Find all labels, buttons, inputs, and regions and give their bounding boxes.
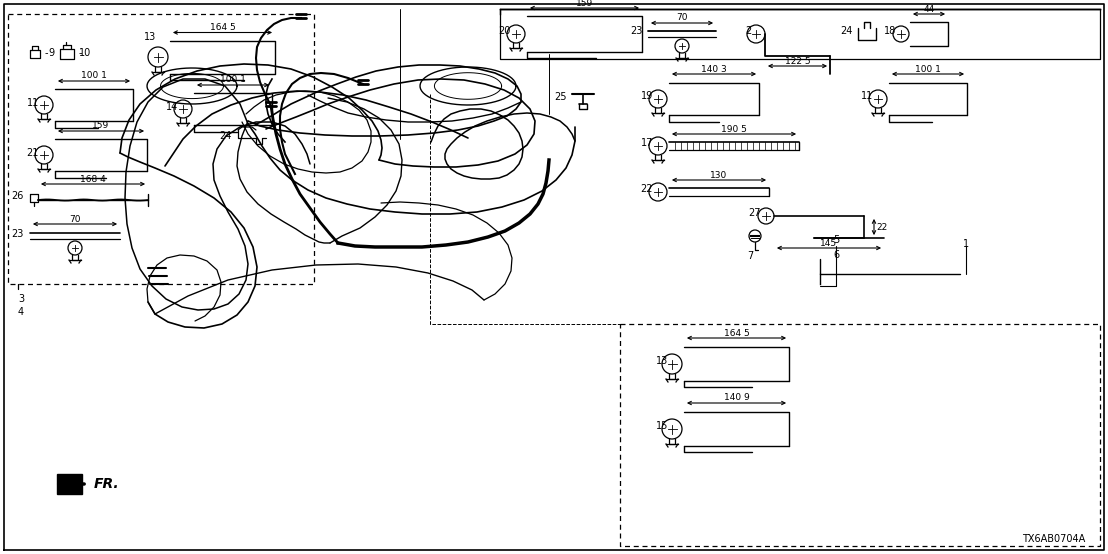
- Text: 168 4: 168 4: [80, 175, 106, 183]
- Text: -: -: [44, 48, 48, 58]
- Text: 26: 26: [11, 191, 24, 201]
- Text: 100 1: 100 1: [915, 64, 941, 74]
- Text: 159: 159: [92, 121, 110, 131]
- Text: 9: 9: [48, 48, 54, 58]
- Text: 164 5: 164 5: [209, 23, 235, 32]
- Text: 27: 27: [749, 208, 761, 218]
- Text: 25: 25: [554, 92, 567, 102]
- Text: 11: 11: [27, 98, 39, 108]
- Text: 10: 10: [79, 48, 91, 58]
- Text: 1: 1: [963, 239, 970, 249]
- Text: 13: 13: [656, 356, 668, 366]
- Text: 70: 70: [69, 214, 81, 223]
- Text: 159: 159: [576, 0, 593, 8]
- Text: 164 5: 164 5: [724, 329, 749, 337]
- Text: 44: 44: [923, 4, 935, 13]
- Text: 7: 7: [747, 251, 753, 261]
- Text: 2: 2: [745, 26, 751, 36]
- Text: 70: 70: [676, 13, 688, 23]
- Text: 21: 21: [27, 148, 39, 158]
- Polygon shape: [57, 474, 82, 494]
- Text: 145: 145: [820, 239, 838, 248]
- Text: -: -: [79, 48, 82, 58]
- Text: 122 5: 122 5: [784, 57, 810, 65]
- Text: 18: 18: [884, 26, 896, 36]
- Text: 22: 22: [640, 184, 653, 194]
- Text: 15: 15: [656, 421, 668, 431]
- Text: 6: 6: [833, 250, 839, 260]
- Text: 23: 23: [630, 26, 643, 36]
- Text: 140 3: 140 3: [701, 64, 727, 74]
- Text: 190 5: 190 5: [721, 125, 747, 134]
- Text: 19: 19: [640, 91, 653, 101]
- Text: 14: 14: [166, 102, 178, 112]
- Text: 24: 24: [219, 131, 232, 141]
- Text: 5: 5: [833, 235, 839, 245]
- Text: 13: 13: [144, 32, 156, 42]
- Text: 130: 130: [710, 171, 728, 179]
- Text: 100 1: 100 1: [81, 71, 107, 80]
- Text: 23: 23: [11, 229, 24, 239]
- Text: 22: 22: [876, 223, 888, 232]
- Text: 140 9: 140 9: [724, 393, 749, 403]
- Text: FR.: FR.: [94, 477, 120, 491]
- Text: 11: 11: [861, 91, 873, 101]
- Text: TX6AB0704A: TX6AB0704A: [1022, 534, 1085, 544]
- Text: 4: 4: [18, 307, 24, 317]
- Text: 3: 3: [18, 294, 24, 304]
- Text: 17: 17: [640, 138, 653, 148]
- Text: 100 1: 100 1: [220, 75, 246, 85]
- Text: 24: 24: [841, 26, 853, 36]
- Text: 20: 20: [499, 26, 511, 36]
